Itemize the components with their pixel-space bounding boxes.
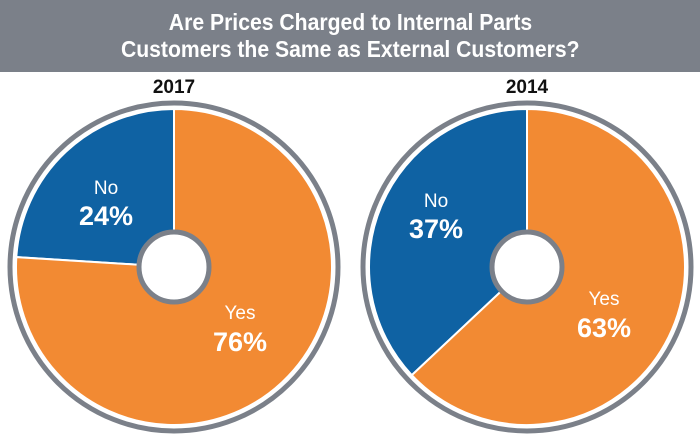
slice-value-yes-2014: 63% [577,313,631,343]
slice-label-no-2017: No [94,178,118,199]
pie-charts: 2017 No 24% Yes 76% 2014 No 37% Yes 63% [7,77,694,434]
pie-slice-no-2017 [15,107,175,269]
slice-value-yes-2017: 76% [213,327,267,357]
slice-label-no-2014: No [424,191,448,212]
pie-chart-2014: 2014 No 37% Yes 63% [360,77,694,434]
ring-outline-2017 [7,100,341,434]
donut-hole-2017 [136,229,212,305]
pie-slice-yes-2017 [14,107,333,426]
donut-hole-2014 [489,229,565,305]
pie-slice-no-2014 [368,107,528,377]
ring-outline-2014 [360,100,694,434]
chart-year-2014: 2014 [506,77,549,98]
chart-year-2017: 2017 [153,77,195,98]
slice-label-yes-2014: Yes [589,289,620,310]
slice-value-no-2014: 37% [409,214,463,244]
slice-value-no-2017: 24% [79,201,133,231]
chart-title-bar: Are Prices Charged to Internal Parts Cus… [0,0,700,72]
pie-chart-2017: 2017 No 24% Yes 76% [7,77,341,434]
chart-title-line-2: Customers the Same as External Customers… [120,36,580,62]
slice-label-yes-2017: Yes [225,303,256,324]
chart-title-line-1: Are Prices Charged to Internal Parts [168,9,532,35]
